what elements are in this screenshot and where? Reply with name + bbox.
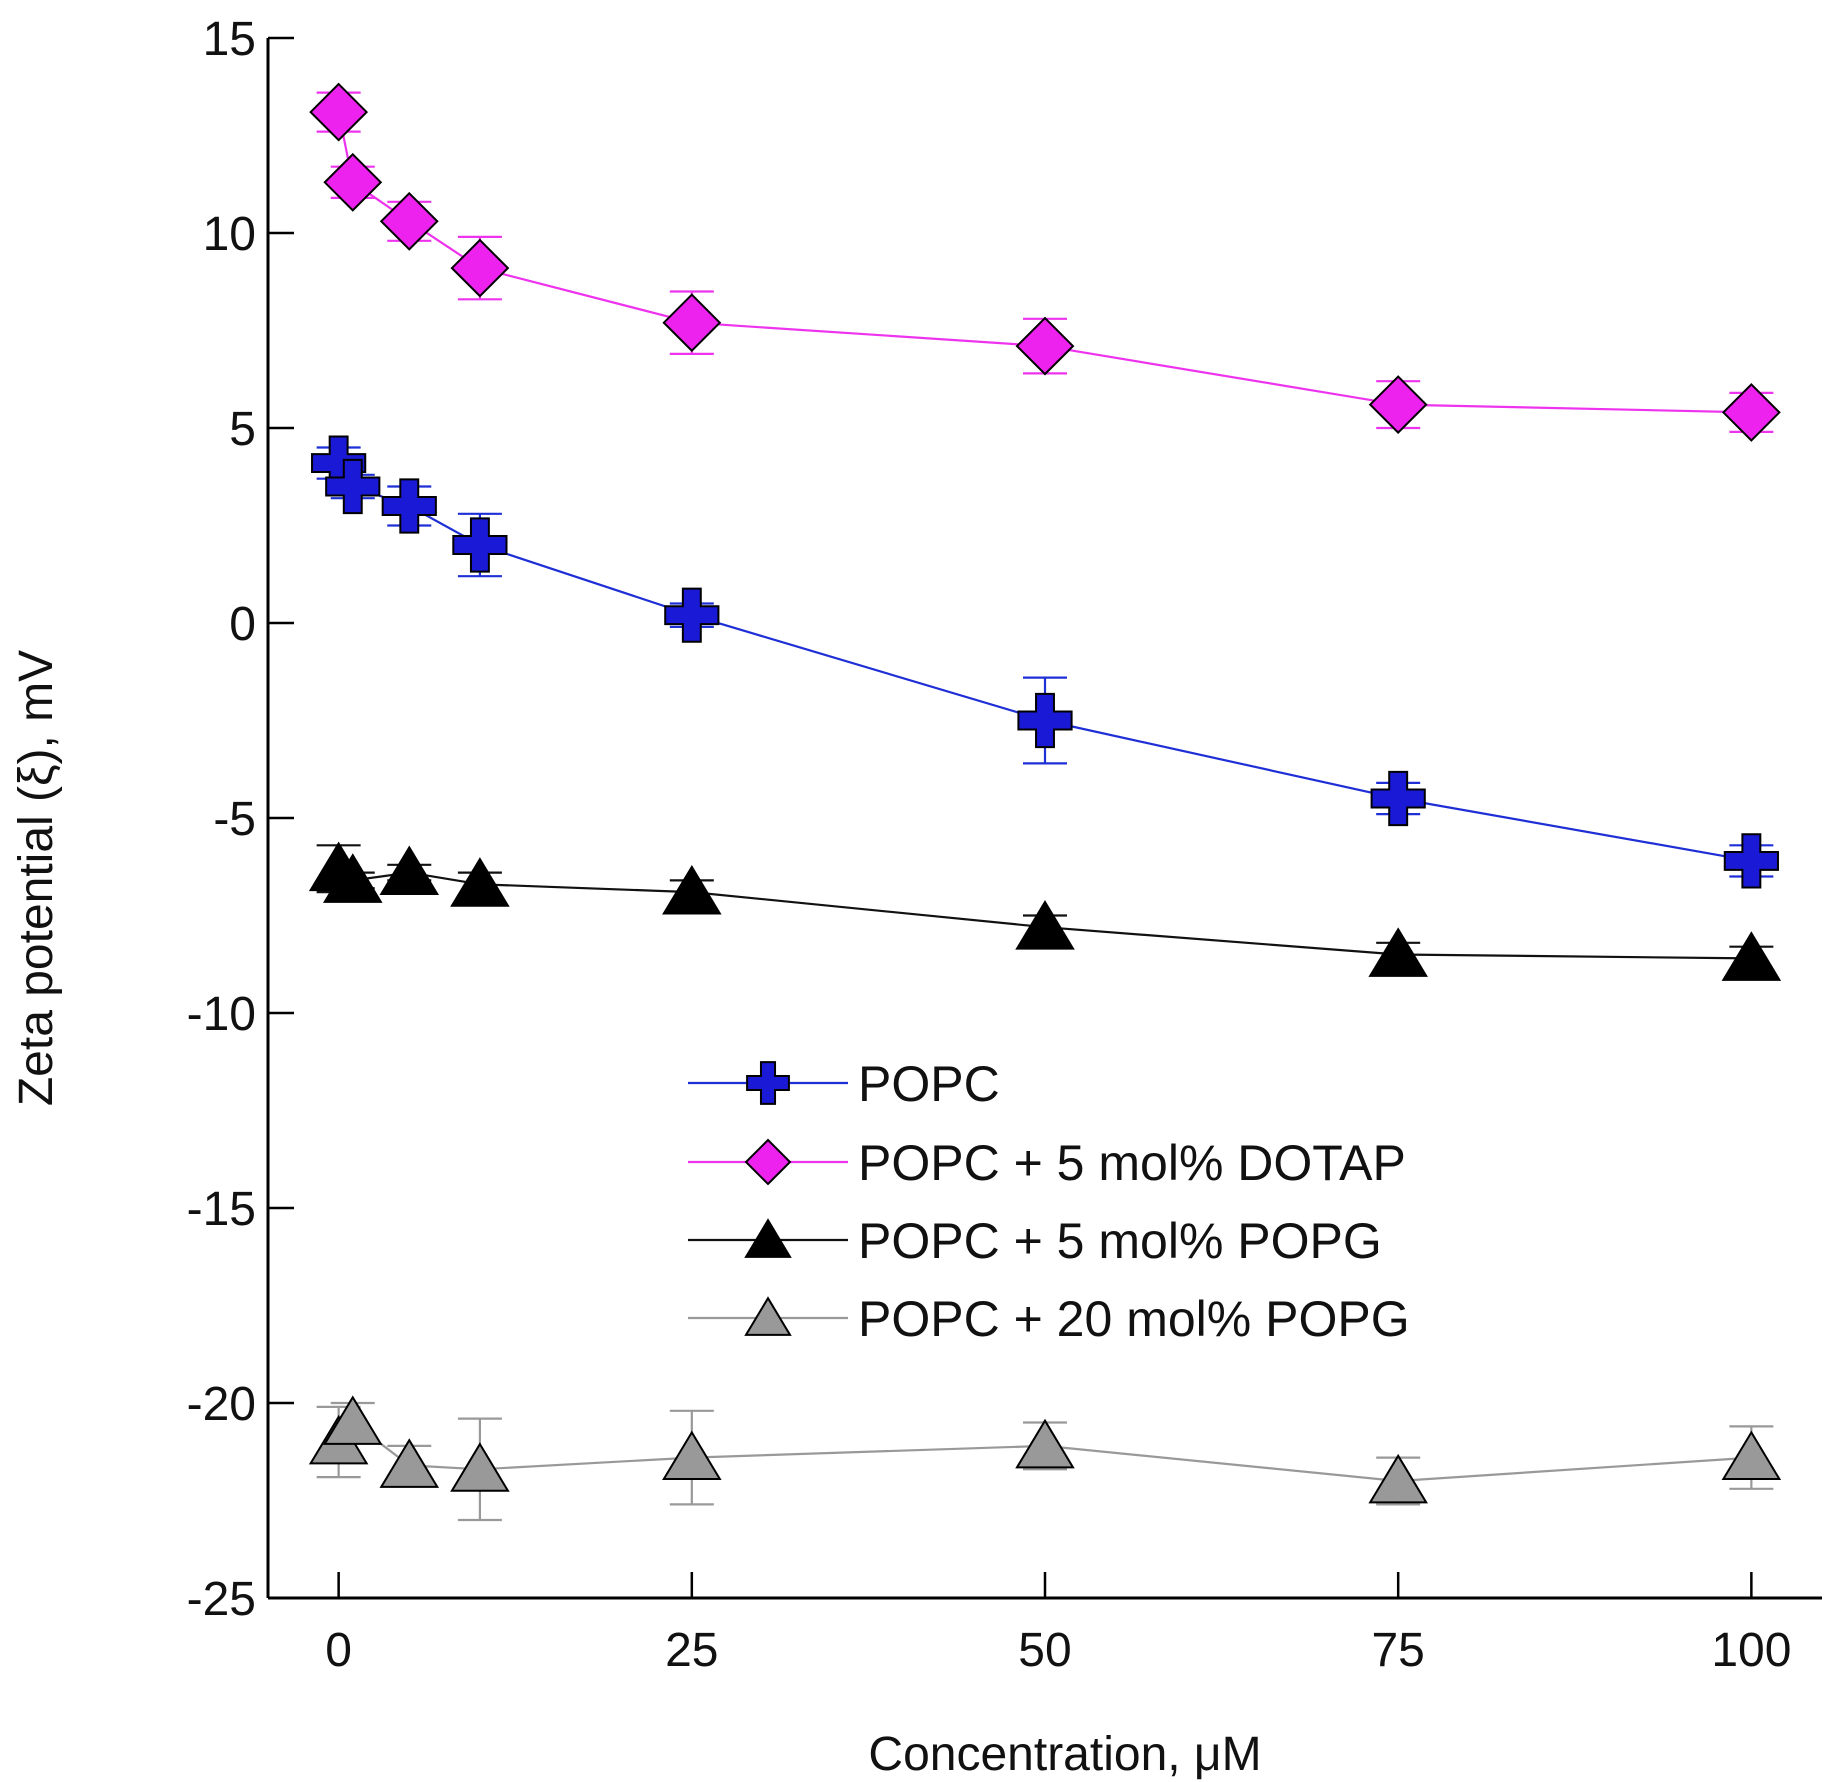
data-point — [450, 857, 510, 907]
x-tick-label: 100 — [1711, 1624, 1791, 1677]
x-tick-label: 25 — [665, 1624, 718, 1677]
series-line — [337, 462, 1752, 862]
data-point — [662, 1430, 722, 1481]
data-point — [662, 864, 722, 915]
data-point — [379, 1438, 440, 1488]
legend-label: POPC + 20 mol% POPG — [858, 1291, 1410, 1347]
legend-marker — [746, 1061, 790, 1105]
plot-area — [308, 82, 1782, 1522]
x-tick-label: 50 — [1018, 1624, 1071, 1677]
data-point — [379, 845, 440, 896]
data-point — [664, 587, 720, 643]
legend-item-popc: POPC — [688, 1056, 1000, 1112]
data-point — [1368, 927, 1428, 977]
data-point — [325, 458, 381, 515]
y-tick-label: 0 — [229, 598, 256, 651]
y-tick-label: -5 — [213, 793, 256, 846]
data-point — [450, 1442, 510, 1492]
series-popc — [311, 435, 1779, 889]
y-tick-label: -25 — [187, 1573, 256, 1626]
data-point — [662, 293, 722, 353]
data-point — [323, 152, 383, 212]
legend-item-popc-20-popg: POPC + 20 mol% POPG — [688, 1291, 1410, 1347]
legend-item-popc-dotap: POPC + 5 mol% DOTAP — [688, 1135, 1406, 1191]
data-point — [1015, 900, 1075, 950]
legend-marker — [744, 1138, 792, 1186]
y-tick-label: 15 — [203, 13, 256, 66]
data-point — [450, 238, 510, 298]
legend-marker — [744, 1218, 792, 1258]
y-tick-label: -10 — [187, 988, 256, 1041]
data-point — [1723, 833, 1779, 889]
legend: POPC POPC + 5 mol% DOTAP POPC + 5 mol% POP… — [688, 1056, 1410, 1347]
data-point — [1721, 1430, 1782, 1481]
series-popc-5-popg — [308, 841, 1782, 981]
data-point — [1721, 382, 1781, 442]
data-point — [322, 1395, 383, 1445]
data-point — [1015, 316, 1075, 376]
y-tick-label: 5 — [229, 403, 256, 456]
data-point — [1368, 375, 1428, 435]
data-point — [309, 82, 369, 142]
data-point — [381, 478, 437, 534]
y-tick-label: -15 — [187, 1183, 256, 1236]
data-point — [1370, 770, 1426, 827]
data-point — [379, 191, 439, 251]
y-tick-label: 10 — [203, 208, 256, 261]
data-point — [452, 517, 508, 573]
legend-label: POPC + 5 mol% POPG — [858, 1213, 1382, 1269]
y-axis-title: Zeta potential (ξ), mV — [10, 650, 63, 1106]
data-point — [1017, 692, 1073, 749]
data-point — [322, 853, 383, 903]
data-point — [1015, 1418, 1075, 1469]
series-popc-20-popg — [308, 1395, 1782, 1522]
legend-item-popc-5-popg: POPC + 5 mol% POPG — [688, 1213, 1382, 1269]
y-tick-label: -20 — [187, 1378, 256, 1431]
data-point — [1721, 931, 1782, 981]
x-axis-title: Concentration, μM — [868, 1728, 1261, 1781]
x-tick-label: 75 — [1371, 1624, 1424, 1677]
legend-marker — [744, 1296, 792, 1336]
legend-label: POPC + 5 mol% DOTAP — [858, 1135, 1406, 1191]
data-point — [1368, 1453, 1428, 1504]
x-tick-label: 0 — [325, 1624, 352, 1677]
legend-label: POPC — [858, 1056, 1000, 1112]
series-popc-dotap — [309, 82, 1781, 442]
